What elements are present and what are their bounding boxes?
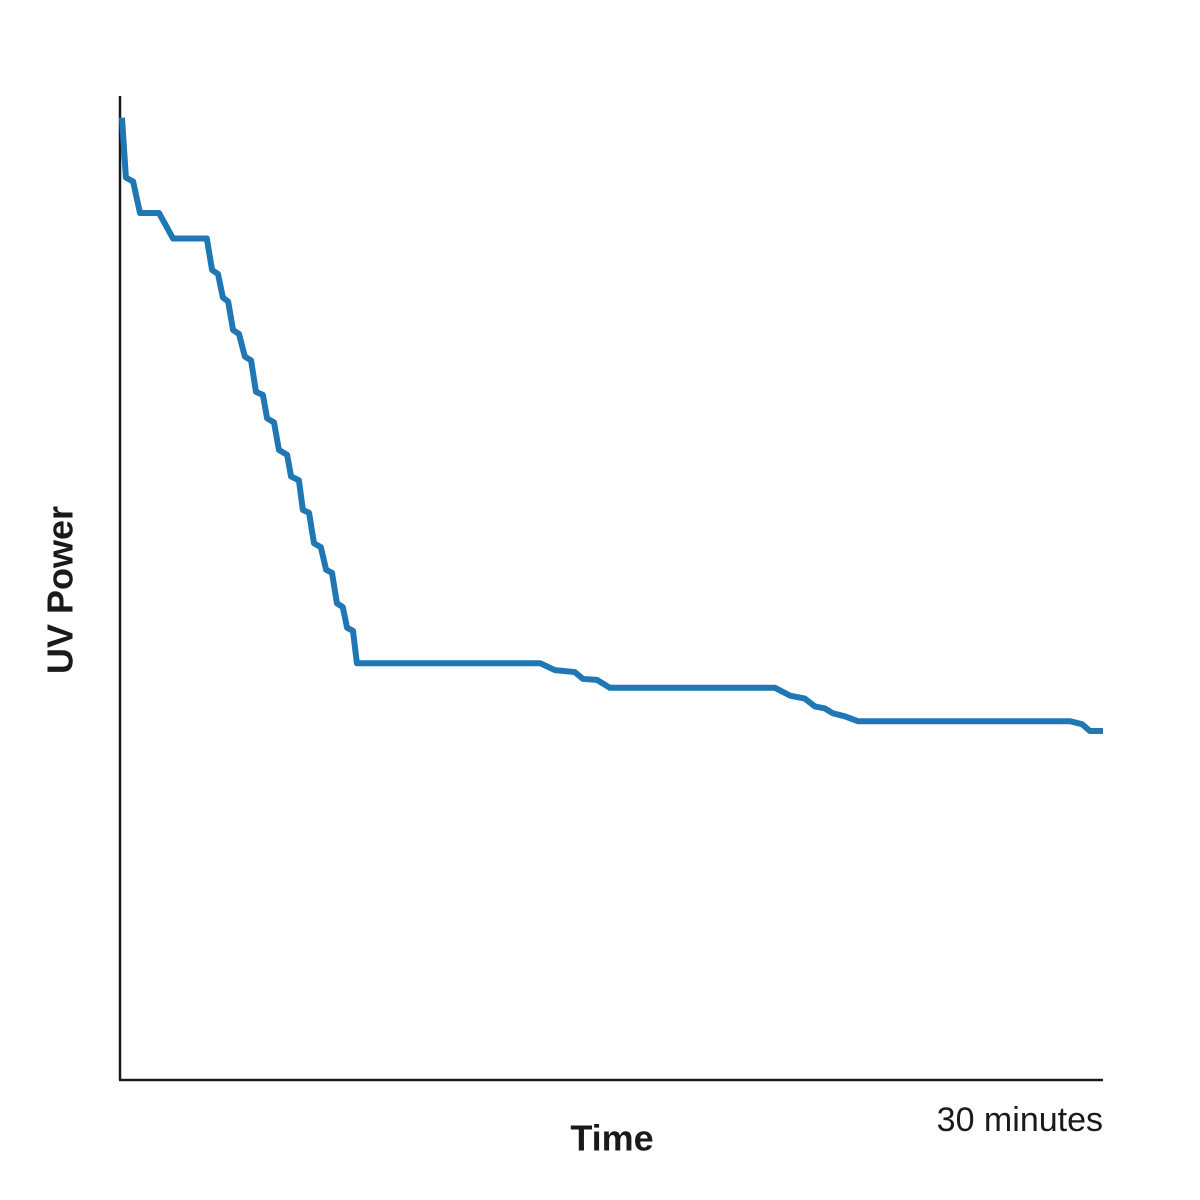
y-axis-title: UV Power — [40, 506, 81, 674]
data-line — [118, 117, 1103, 735]
x-tick-label: 30 minutes — [937, 1101, 1103, 1139]
x-axis-title: Time — [570, 1118, 653, 1159]
